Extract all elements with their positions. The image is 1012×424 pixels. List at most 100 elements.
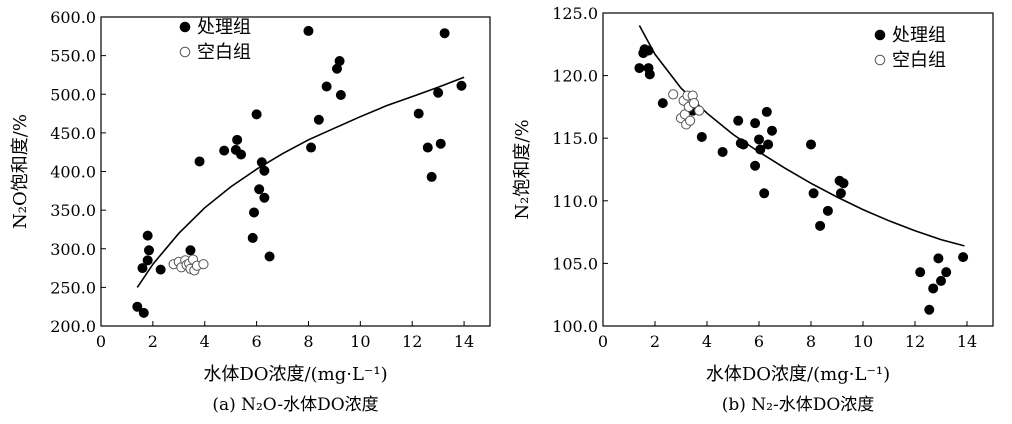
treatment-point — [733, 115, 744, 126]
y-tick-label: 550.0 — [50, 47, 96, 66]
treatment-point — [185, 245, 196, 256]
treatment-point — [759, 188, 770, 199]
x-tick-label: 10 — [853, 332, 873, 351]
treatment-point — [321, 81, 332, 92]
treatment-point — [303, 25, 314, 36]
treatment-point — [750, 118, 761, 129]
treatment-point — [941, 267, 952, 278]
y-tick-label: 400.0 — [50, 163, 96, 182]
treatment-point — [219, 145, 230, 156]
treatment-point — [422, 142, 433, 153]
treatment-point — [835, 188, 846, 199]
y-tick-label: 110.0 — [552, 192, 598, 211]
treatment-point — [335, 90, 346, 101]
y-tick-label: 300.0 — [50, 240, 96, 259]
x-tick-label: 12 — [905, 332, 925, 351]
plot-frame — [602, 12, 994, 327]
y-tick-label: 105.0 — [552, 254, 598, 273]
treatment-point — [838, 178, 849, 189]
x-axis-title: 水体DO浓度/(mg·L⁻¹) — [706, 364, 890, 385]
x-axis-title: 水体DO浓度/(mg·L⁻¹) — [203, 364, 387, 385]
legend-label-blank: 空白组 — [197, 42, 251, 63]
y-tick-label: 600.0 — [50, 8, 96, 27]
treatment-point — [435, 138, 446, 149]
fit-curve — [136, 76, 465, 288]
treatment-point — [334, 56, 345, 67]
x-tick-label: 14 — [957, 332, 977, 351]
x-tick-label: 2 — [148, 332, 158, 351]
treatment-point — [717, 146, 728, 157]
legend-marker-blank — [179, 46, 191, 58]
treatment-point — [251, 109, 262, 120]
treatment-point — [806, 139, 817, 150]
legend-label-treatment: 处理组 — [197, 17, 251, 38]
treatment-point — [933, 253, 944, 264]
panel-caption: (b) N₂-水体DO浓度 — [722, 395, 875, 415]
x-tick-label: 0 — [96, 332, 106, 351]
treatment-point — [155, 264, 166, 275]
treatment-point — [822, 205, 833, 216]
treatment-point — [456, 80, 467, 91]
treatment-point — [643, 45, 654, 56]
treatment-point — [433, 87, 444, 98]
treatment-point — [634, 63, 645, 74]
blank-point — [685, 115, 696, 126]
y-tick-label: 450.0 — [50, 124, 96, 143]
legend-label-treatment: 处理组 — [892, 25, 946, 46]
treatment-point — [958, 252, 969, 263]
treatment-point — [755, 144, 766, 155]
treatment-point — [143, 245, 154, 256]
y-axis-title: N₂饱和度/% — [512, 119, 533, 219]
x-tick-label: 6 — [754, 332, 764, 351]
treatment-point — [259, 192, 270, 203]
treatment-point — [306, 142, 317, 153]
treatment-point — [761, 106, 772, 117]
x-tick-label: 8 — [303, 332, 313, 351]
blank-point — [198, 259, 209, 270]
treatment-point — [808, 188, 819, 199]
blank-point — [694, 105, 705, 116]
treatment-point — [254, 184, 265, 195]
treatment-point — [194, 156, 205, 167]
chart-panel-b: 0 2 4 6 8 10 12 14 100.0 105.0 110.0 115.0 120.0 125.… — [512, 4, 994, 415]
treatment-point — [132, 301, 143, 312]
legend-label-blank: 空白组 — [892, 50, 946, 71]
y-tick-label: 500.0 — [50, 85, 96, 104]
y-tick-label: 120.0 — [552, 67, 598, 86]
treatment-point — [138, 307, 149, 318]
treatment-point — [738, 139, 749, 150]
treatment-point — [915, 267, 926, 278]
x-tick-label: 0 — [598, 332, 608, 351]
y-tick-label: 200.0 — [50, 317, 96, 336]
treatment-point — [264, 251, 275, 262]
legend-marker-treatment — [179, 21, 191, 33]
treatment-point — [767, 125, 778, 136]
x-tick-label: 10 — [350, 332, 370, 351]
treatment-point — [313, 114, 324, 125]
panel-caption: (a) N₂O-水体DO浓度 — [212, 395, 378, 415]
legend-marker-blank — [874, 54, 886, 66]
treatment-point — [928, 283, 939, 294]
treatment-point — [644, 69, 655, 80]
x-tick-label: 12 — [402, 332, 422, 351]
y-tick-label: 100.0 — [552, 317, 598, 336]
treatment-point — [426, 171, 437, 182]
treatment-point — [232, 134, 243, 145]
treatment-point — [815, 220, 826, 231]
y-tick-label: 125.0 — [552, 4, 598, 23]
treatment-point — [439, 28, 450, 39]
blank-point — [668, 89, 679, 100]
treatment-point — [236, 149, 247, 160]
treatment-point — [247, 232, 258, 243]
treatment-point — [256, 157, 267, 168]
treatment-point — [657, 98, 668, 109]
treatment-point — [750, 160, 761, 171]
blank-point — [688, 98, 700, 109]
x-tick-label: 2 — [650, 332, 660, 351]
treatment-point — [754, 134, 765, 145]
treatment-point — [142, 230, 153, 241]
y-tick-label: 115.0 — [552, 129, 598, 148]
x-tick-label: 6 — [252, 332, 262, 351]
treatment-point — [696, 131, 707, 142]
